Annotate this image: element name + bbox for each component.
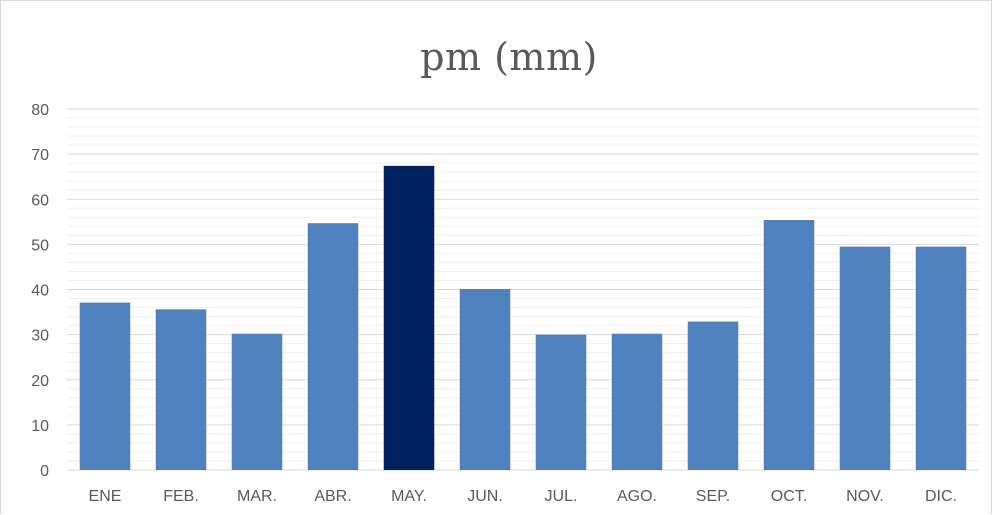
y-tick-label: 60 [31, 192, 49, 209]
x-tick-label: JUL. [545, 488, 578, 505]
x-tick-label: SEP. [696, 488, 730, 505]
bar-ago [611, 333, 663, 470]
bar-jun [459, 289, 511, 470]
y-tick-label: 50 [31, 237, 49, 254]
y-tick-label: 20 [31, 373, 49, 390]
x-tick-label: ENE [89, 488, 122, 505]
bar-dic [915, 246, 967, 470]
bar-sep [687, 321, 739, 470]
bar-abr [307, 223, 359, 470]
y-tick-label: 40 [31, 283, 49, 300]
y-tick-label: 0 [40, 463, 49, 480]
x-tick-label: ABR. [314, 488, 351, 505]
x-tick-label: MAR. [237, 488, 277, 505]
x-tick-label: MAY. [391, 488, 427, 505]
chart-title: pm (mm) [420, 35, 598, 79]
x-tick-label: AGO. [617, 488, 657, 505]
x-tick-label: FEB. [163, 488, 199, 505]
x-axis-ticks: ENE FEB. MAR. ABR. MAY. JUN. JUL. AGO. SEP. OCT. N… [89, 488, 957, 505]
minor-gridlines [67, 117, 979, 462]
y-tick-label: 70 [31, 147, 49, 164]
bars [79, 165, 967, 471]
bar-may [383, 165, 435, 471]
x-tick-label: DIC. [925, 488, 957, 505]
y-tick-label: 30 [31, 328, 49, 345]
y-tick-label: 10 [31, 418, 49, 435]
bar-feb [155, 309, 207, 470]
bar-jul [535, 334, 587, 470]
bar-nov [839, 246, 891, 470]
bar-mar [231, 333, 283, 470]
x-tick-label: NOV. [846, 488, 884, 505]
y-tick-label: 80 [31, 102, 49, 119]
x-tick-label: OCT. [771, 488, 807, 505]
bar-oct [763, 220, 815, 470]
major-gridlines [67, 108, 979, 471]
bar-ene [79, 302, 131, 470]
y-axis-ticks: 0 10 20 30 40 50 60 70 80 [31, 102, 49, 480]
x-tick-label: JUN. [467, 488, 503, 505]
